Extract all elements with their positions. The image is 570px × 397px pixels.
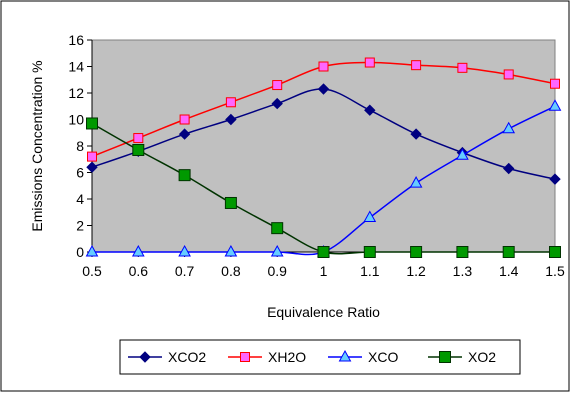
series-xco xyxy=(85,99,562,257)
data-point-xco xyxy=(363,210,377,223)
legend-label-xh2o: XH2O xyxy=(268,349,306,365)
legend-marker-xco xyxy=(338,349,352,362)
y-tick-label: 16 xyxy=(68,32,84,48)
y-tick-label: 14 xyxy=(68,59,84,75)
data-point-xh2o xyxy=(272,80,283,91)
x-tick-label: 1.3 xyxy=(453,263,473,279)
data-point-xo2 xyxy=(178,169,191,182)
data-point-xco xyxy=(270,244,284,257)
y-tick-label: 10 xyxy=(68,112,84,128)
y-tick-label: 6 xyxy=(76,165,84,181)
data-point-xo2 xyxy=(502,246,515,258)
data-point-xh2o xyxy=(318,61,329,72)
data-point-xco2 xyxy=(317,83,330,95)
data-point-xo2 xyxy=(317,246,330,258)
data-point-xh2o xyxy=(225,97,236,108)
y-axis-title: Emissions Concentration % xyxy=(29,60,45,231)
x-tick-label: 1 xyxy=(320,263,328,279)
data-point-xco2 xyxy=(364,104,376,116)
legend-label-xo2: XO2 xyxy=(468,349,496,365)
legend-marker-xco2 xyxy=(139,351,151,363)
data-point-xco2 xyxy=(178,128,191,140)
x-tick-label: 0.7 xyxy=(175,263,195,279)
data-point-xco2 xyxy=(410,128,422,140)
series-xo2 xyxy=(86,117,561,258)
y-tick-label: 2 xyxy=(76,218,84,234)
x-tick-label: 1.2 xyxy=(406,263,426,279)
data-point-xh2o xyxy=(411,60,422,71)
data-point-xo2 xyxy=(271,222,284,235)
x-tick-label: 1.5 xyxy=(545,263,565,279)
y-tick-label: 8 xyxy=(76,138,84,154)
data-point-xco2 xyxy=(225,113,237,126)
legend-marker-xh2o xyxy=(240,352,250,362)
data-point-xco xyxy=(131,244,145,257)
legend-label-xco2: XCO2 xyxy=(168,349,206,365)
data-point-xh2o xyxy=(550,78,560,89)
legend-item-xco2: XCO2 xyxy=(128,349,206,365)
y-tick-label: 0 xyxy=(76,244,84,260)
data-point-xo2 xyxy=(410,246,423,258)
data-point-xco2 xyxy=(271,97,283,110)
data-point-xco2 xyxy=(502,162,515,175)
data-point-xco xyxy=(409,176,423,188)
y-tick-label: 4 xyxy=(76,191,84,207)
data-point-xco xyxy=(502,121,516,134)
data-point-xh2o xyxy=(503,69,514,80)
data-point-xo2 xyxy=(86,117,98,130)
plot-area xyxy=(91,39,556,253)
data-point-xo2 xyxy=(456,246,469,258)
data-point-xo2 xyxy=(363,246,376,258)
y-tick-label: 12 xyxy=(68,85,84,101)
data-point-xco2 xyxy=(86,161,98,173)
data-point-xco xyxy=(224,244,238,257)
series-layer xyxy=(85,57,562,258)
data-point-xh2o xyxy=(133,133,144,144)
legend-item-xo2: XO2 xyxy=(428,349,496,365)
data-point-xh2o xyxy=(457,62,468,73)
x-tick-label: 0.9 xyxy=(267,263,287,279)
legend-marker-xo2 xyxy=(439,351,451,363)
data-point-xh2o xyxy=(364,57,375,68)
data-point-xco xyxy=(178,244,191,257)
legend-item-xh2o: XH2O xyxy=(228,349,306,365)
data-point-xo2 xyxy=(132,143,145,156)
x-tick-label: 1.4 xyxy=(499,263,519,279)
data-point-xo2 xyxy=(224,196,237,209)
x-axis-title: Equivalence Ratio xyxy=(267,304,380,320)
data-point-xo2 xyxy=(549,246,561,258)
data-point-xh2o xyxy=(87,151,97,162)
data-point-xco xyxy=(548,99,562,111)
x-tick-label: 0.6 xyxy=(129,263,149,279)
legend-item-xco: XCO xyxy=(328,349,398,365)
legend-label-xco: XCO xyxy=(368,349,398,365)
data-point-xco2 xyxy=(549,173,561,185)
x-tick-label: 1.1 xyxy=(360,263,380,279)
x-tick-label: 0.8 xyxy=(221,263,241,279)
data-point-xh2o xyxy=(179,114,190,125)
data-point-xco xyxy=(85,244,99,257)
x-tick-label: 0.5 xyxy=(82,263,102,279)
series-xh2o xyxy=(87,57,560,162)
data-point-xco xyxy=(456,148,469,160)
legend: XCO2 XH2O XCO XO2 xyxy=(119,339,521,375)
